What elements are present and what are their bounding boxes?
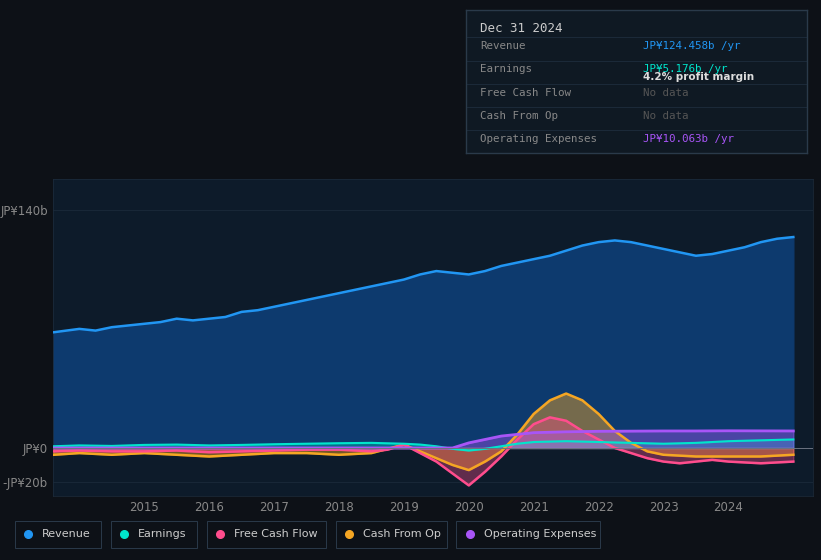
Text: Operating Expenses: Operating Expenses xyxy=(484,529,596,539)
Text: Earnings: Earnings xyxy=(480,64,532,74)
Text: JP¥124.458b /yr: JP¥124.458b /yr xyxy=(644,41,741,51)
Text: Free Cash Flow: Free Cash Flow xyxy=(234,529,318,539)
Text: Revenue: Revenue xyxy=(480,41,525,51)
Text: No data: No data xyxy=(644,87,689,97)
Text: Cash From Op: Cash From Op xyxy=(480,111,558,121)
Text: Earnings: Earnings xyxy=(138,529,186,539)
Text: Operating Expenses: Operating Expenses xyxy=(480,134,597,144)
Text: 4.2% profit margin: 4.2% profit margin xyxy=(644,72,754,82)
Text: Cash From Op: Cash From Op xyxy=(363,529,441,539)
Text: JP¥5.176b /yr: JP¥5.176b /yr xyxy=(644,64,728,74)
Text: No data: No data xyxy=(644,111,689,121)
Text: JP¥10.063b /yr: JP¥10.063b /yr xyxy=(644,134,735,144)
Text: Dec 31 2024: Dec 31 2024 xyxy=(480,21,562,35)
Text: Free Cash Flow: Free Cash Flow xyxy=(480,87,571,97)
Text: Revenue: Revenue xyxy=(42,529,90,539)
